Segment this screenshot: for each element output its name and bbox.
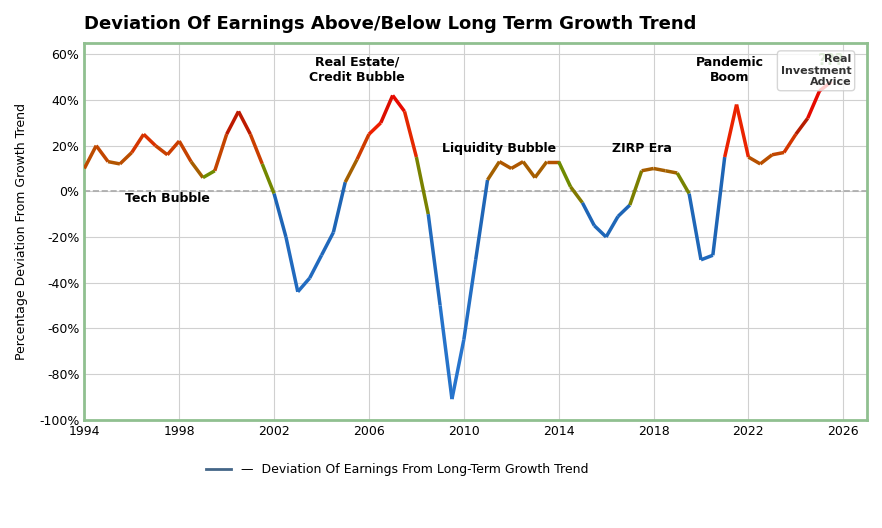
Text: Pandemic
Boom: Pandemic Boom	[695, 56, 764, 84]
Text: Deviation Of Earnings Above/Below Long Term Growth Trend: Deviation Of Earnings Above/Below Long T…	[85, 15, 697, 33]
Text: Real
Investment
Advice: Real Investment Advice	[781, 54, 851, 88]
Text: ZIRP Era: ZIRP Era	[612, 142, 671, 155]
Text: Real Estate/
Credit Bubble: Real Estate/ Credit Bubble	[310, 56, 405, 84]
Text: Tech Bubble: Tech Bubble	[125, 192, 210, 205]
Legend: —  Deviation Of Earnings From Long-Term Growth Trend: — Deviation Of Earnings From Long-Term G…	[201, 458, 594, 481]
Text: ???: ???	[818, 53, 845, 68]
Text: Liquidity Bubble: Liquidity Bubble	[443, 142, 557, 155]
Y-axis label: Percentage Deviation From Growth Trend: Percentage Deviation From Growth Trend	[15, 103, 28, 360]
